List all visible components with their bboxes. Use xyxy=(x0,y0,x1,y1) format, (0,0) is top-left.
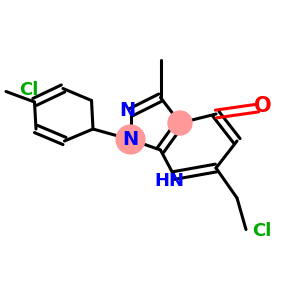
Text: Cl: Cl xyxy=(20,81,39,99)
Circle shape xyxy=(116,125,145,154)
Text: O: O xyxy=(254,97,271,116)
Text: N: N xyxy=(119,101,136,121)
Circle shape xyxy=(168,111,192,135)
Text: N: N xyxy=(122,130,139,149)
Text: HN: HN xyxy=(154,172,184,190)
Text: Cl: Cl xyxy=(252,222,272,240)
